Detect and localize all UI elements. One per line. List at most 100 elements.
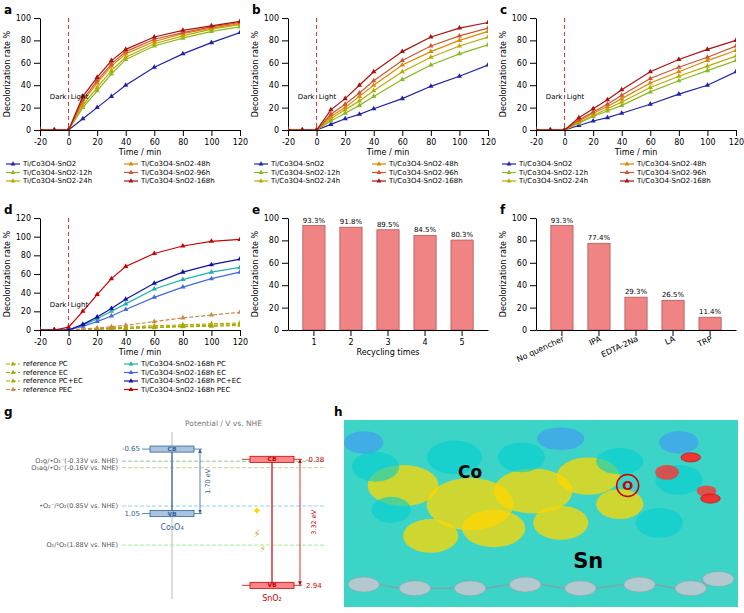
tick-mark [530, 18, 536, 19]
tick: -20 [34, 130, 47, 147]
tick: 40 [269, 81, 288, 90]
x-axis: -20020406080100120 [530, 130, 744, 147]
tick-mark [34, 18, 40, 19]
x-axis: -20020406080100120 [282, 130, 496, 147]
tick-mark [183, 130, 184, 136]
plot-area [551, 226, 721, 330]
atom-label: Sn [573, 549, 603, 573]
series-line [40, 259, 240, 330]
panel-label: c [500, 3, 507, 17]
y-axis-line [288, 219, 289, 331]
band-level-label: VB [267, 581, 277, 588]
tick-label: 0 [563, 138, 568, 147]
series-marker [705, 82, 710, 87]
axis-title: Potential / V vs. NHE [185, 419, 262, 428]
tick-mark [736, 130, 737, 136]
band-value-label: -0.38 [306, 456, 324, 464]
tick-mark [211, 330, 212, 336]
y-axis-title: Decolorization rate % [251, 30, 260, 117]
y-axis-title: Decolorization rate % [499, 230, 508, 317]
tick-label: 60 [21, 270, 31, 279]
series-marker [123, 46, 128, 51]
series-marker [209, 23, 214, 28]
legend-entry: Ti/Co3O4-SnO2-96h [124, 169, 210, 177]
legend-entry: Ti/Co3O4-SnO2 [254, 160, 324, 168]
tick-label: 80 [426, 138, 436, 147]
bar [551, 226, 573, 330]
tick-label: 0 [67, 338, 72, 347]
legend-label: Ti/Co3O4-SnO2-168h [636, 177, 711, 185]
band-edge-link [171, 449, 172, 514]
tick-label: 60 [517, 259, 527, 268]
series-marker [591, 106, 596, 111]
tick: 20 [269, 304, 288, 313]
series-marker [180, 277, 185, 282]
series-marker [109, 58, 114, 63]
legend-label: Ti/Co3O4-SnO2-96h [140, 169, 210, 177]
tick-mark [462, 330, 463, 336]
tick-label: 100 [16, 233, 31, 242]
tick-mark [488, 130, 489, 136]
tick-label: 40 [369, 138, 379, 147]
tick: EDTA-2Na [600, 330, 640, 359]
series-marker [152, 34, 157, 39]
tick-mark [374, 130, 375, 136]
atom-label: Co [458, 462, 482, 482]
series-marker [676, 69, 681, 74]
tick: LA [664, 330, 677, 347]
legend-label: Ti/Co3O4-SnO2-96h [636, 169, 706, 177]
tick: 2 [348, 330, 353, 347]
tick: 80 [517, 236, 536, 245]
series-marker [52, 127, 57, 130]
tick-mark [282, 130, 288, 131]
tick-mark [211, 130, 212, 136]
tick: 20 [93, 130, 103, 147]
annotation: Light [567, 93, 585, 101]
y-axis: 020406080100 [512, 14, 537, 135]
x-axis: -20020406080100120 [34, 330, 248, 347]
tick-label: 120 [233, 138, 248, 147]
tick-label: 60 [517, 59, 527, 68]
series-marker [676, 56, 681, 61]
y-axis-title: Decolorization rate % [3, 30, 12, 117]
tick-label: 60 [21, 59, 31, 68]
tick: 60 [269, 59, 288, 68]
x-axis-line [289, 130, 489, 131]
tick-label: 0 [315, 138, 320, 147]
tick-mark [459, 130, 460, 136]
series-marker [209, 269, 214, 274]
tick: 0 [67, 130, 72, 147]
data-label: 26.5% [662, 291, 685, 299]
tick-mark [288, 130, 289, 136]
tick: 100 [204, 330, 219, 347]
panel: -20020406080100120020406080100120Decolor… [3, 214, 248, 394]
series-marker [676, 64, 681, 69]
tick-mark [97, 130, 98, 136]
legend-marker [11, 378, 16, 382]
series-marker [180, 269, 185, 274]
tick: 1 [311, 330, 316, 347]
legend-entry: Ti/Co3O4-SnO2-168h [372, 177, 463, 185]
redox-label: O₂aq/•O₂⁻(-0.16V vs. NHE) [31, 464, 118, 472]
series-marker [123, 301, 128, 306]
tick: 100 [264, 14, 288, 23]
tick-mark [679, 130, 680, 136]
legend: reference PCreference ECreference PC+ECr… [6, 360, 241, 394]
tick-mark [34, 218, 40, 219]
tick-label: 80 [21, 36, 31, 45]
panel: 12345020406080100Decolorization rate %Re… [251, 214, 489, 357]
series-marker [562, 127, 567, 130]
tick-mark [530, 108, 536, 109]
tick: 80 [269, 36, 288, 45]
legend-label: Ti/Co3O4-SnO2-24h [518, 177, 588, 185]
band-value-label: 1.05 [124, 510, 140, 518]
series-marker [95, 325, 100, 330]
tick-mark [40, 330, 41, 336]
panel-label: d [4, 203, 13, 217]
tick: 80 [178, 330, 188, 347]
data-label: 84.5% [414, 226, 437, 234]
series-marker [605, 101, 610, 106]
series-marker [733, 43, 736, 48]
series-marker [705, 46, 710, 51]
series-marker [237, 320, 240, 325]
